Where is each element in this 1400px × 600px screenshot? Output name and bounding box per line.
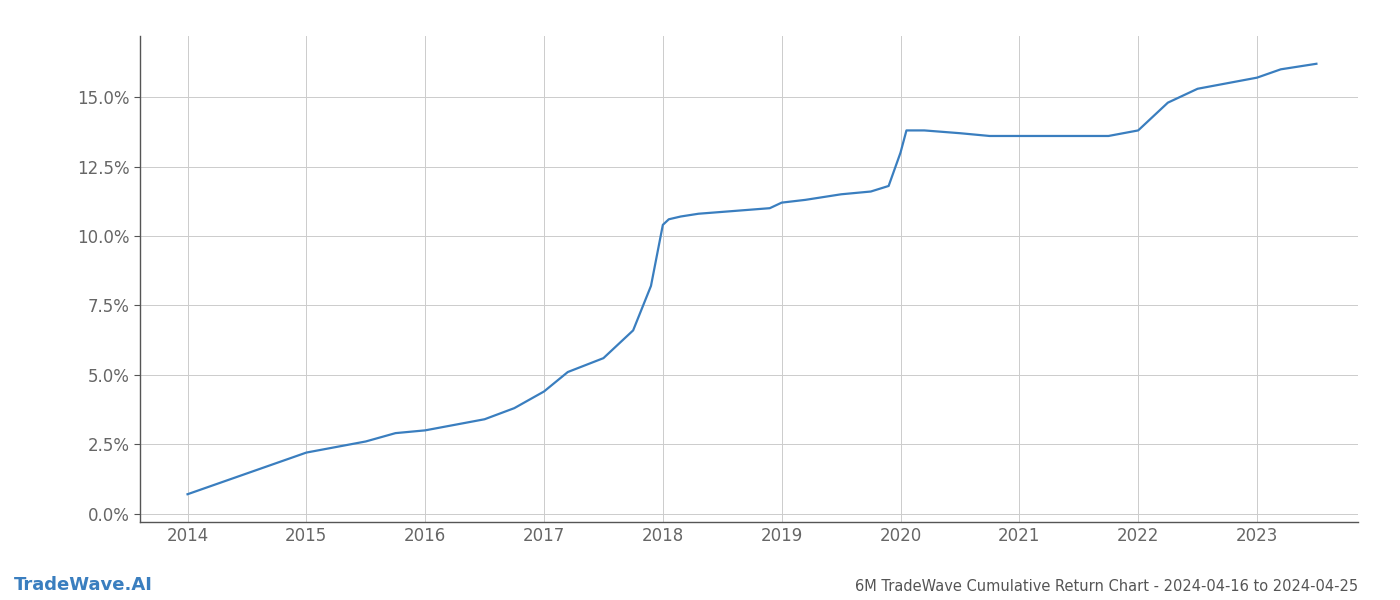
Text: TradeWave.AI: TradeWave.AI bbox=[14, 576, 153, 594]
Text: 6M TradeWave Cumulative Return Chart - 2024-04-16 to 2024-04-25: 6M TradeWave Cumulative Return Chart - 2… bbox=[855, 579, 1358, 594]
